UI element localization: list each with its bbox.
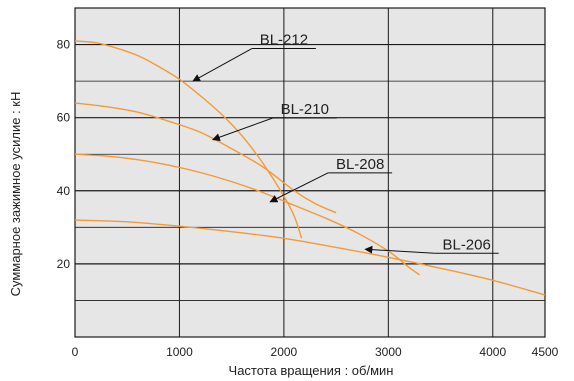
x-tick-label: 0 xyxy=(72,345,79,359)
series-label-arrow xyxy=(269,172,329,203)
x-tick-label: 3000 xyxy=(375,345,402,359)
y-tick-label: 40 xyxy=(57,184,71,198)
series-annotations: BL-212 BL-210 BL-208 BL-206 xyxy=(192,32,499,254)
series-label-bl-210: BL-210 xyxy=(281,101,329,118)
x-tick-labels: 0 1000 2000 3000 4000 4500 xyxy=(72,345,559,359)
y-tick-labels: 20 40 60 80 xyxy=(57,38,71,271)
y-axis-label: Суммарное зажимное усилие : кН xyxy=(8,92,23,297)
series-lines xyxy=(74,40,546,296)
series-label-bl-206: BL-206 xyxy=(442,236,490,253)
grid xyxy=(74,7,546,338)
series-label-arrow xyxy=(364,245,435,254)
series-label-arrow xyxy=(211,117,273,141)
x-axis-label: Частота вращения : об/мин xyxy=(229,363,394,378)
series-line-bl-208 xyxy=(74,153,421,276)
series-line-bl-212 xyxy=(74,40,303,239)
x-tick-label: 4500 xyxy=(532,345,559,359)
y-tick-label: 20 xyxy=(57,257,71,271)
x-tick-label: 4000 xyxy=(479,345,506,359)
series-label-bl-212: BL-212 xyxy=(260,32,308,49)
series-label-bl-208: BL-208 xyxy=(336,156,384,173)
y-tick-label: 60 xyxy=(57,111,71,125)
plot-area xyxy=(75,8,545,337)
x-tick-label: 2000 xyxy=(271,345,298,359)
plot-border xyxy=(74,7,546,338)
x-tick-label: 1000 xyxy=(166,345,193,359)
series-line-bl-206 xyxy=(74,219,546,296)
series-label-arrow xyxy=(192,48,253,82)
y-tick-label: 80 xyxy=(57,38,71,52)
